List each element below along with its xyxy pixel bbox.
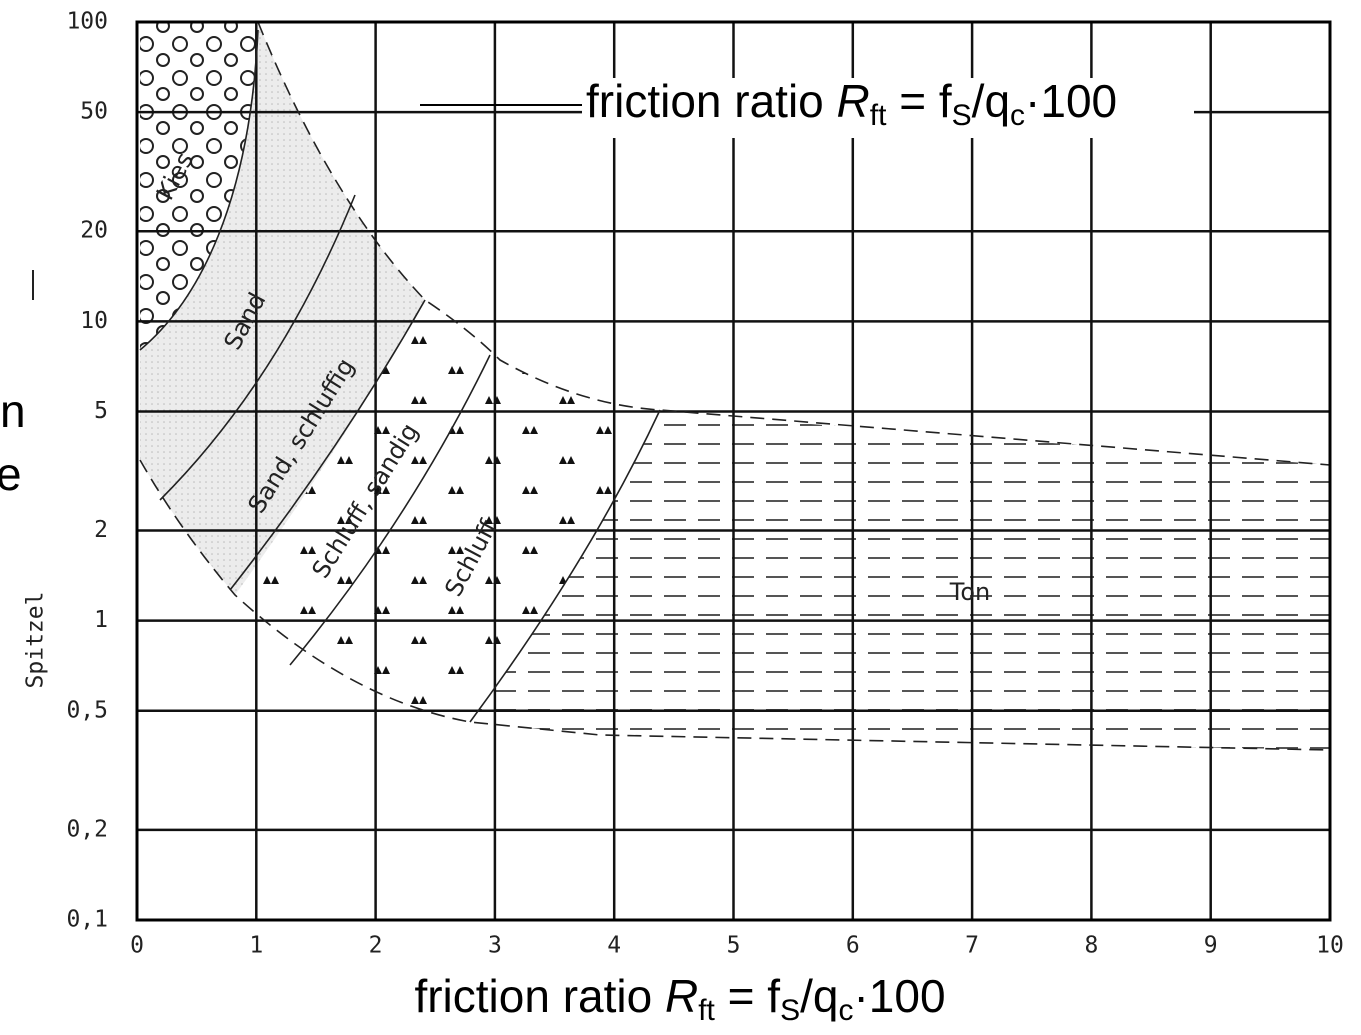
- silt-zone: [235, 300, 660, 722]
- sand-schluffig-line: [229, 299, 426, 591]
- y-tick-label: 20: [80, 218, 108, 244]
- side-label: n: [0, 385, 26, 437]
- subscript: ft: [698, 994, 715, 1027]
- label-part: R: [665, 970, 698, 1022]
- y-axis-title: Spitzel: [23, 592, 49, 689]
- region-label: Ton: [949, 578, 990, 606]
- label-part: = f: [886, 75, 951, 127]
- outer-boundary: [257, 21, 1331, 466]
- x-tick-label: 8: [1084, 933, 1098, 959]
- subscript: S: [952, 99, 972, 132]
- subscript: S: [780, 994, 800, 1027]
- x-tick-label: 7: [965, 933, 979, 959]
- y-tick-label: 1: [94, 607, 108, 633]
- lower-boundary: [139, 459, 1331, 751]
- label-part: R: [837, 75, 870, 127]
- y-tick-label: 5: [94, 398, 108, 424]
- x-tick-label: 0: [130, 933, 144, 959]
- label-part: friction ratio: [586, 75, 837, 127]
- y-tick-label: 100: [66, 9, 108, 35]
- y-tick-label: 10: [80, 308, 108, 334]
- x-tick-label: 6: [846, 933, 860, 959]
- sand-line: [159, 194, 356, 501]
- label-part: /q: [800, 970, 838, 1022]
- subscript: c: [1010, 99, 1025, 132]
- x-axis-title: friction ratio Rft = fS/qc·100: [414, 970, 945, 1027]
- x-tick-label: 2: [369, 933, 383, 959]
- gravel-zone: [140, 22, 258, 350]
- subscript: ft: [870, 99, 887, 132]
- x-tick-label: 3: [488, 933, 502, 959]
- y-tick-label: 0,5: [66, 697, 108, 723]
- label-part: friction ratio: [414, 970, 665, 1022]
- y-tick-label: 50: [80, 99, 108, 125]
- x-tick-label: 5: [727, 933, 741, 959]
- y-tick-label: 0,2: [66, 816, 108, 842]
- plot-frame: [135, 20, 1332, 922]
- label-part: ·100: [1025, 75, 1117, 127]
- label-part: = f: [715, 970, 780, 1022]
- x-tick-label: 4: [607, 933, 621, 959]
- schluff-line: [469, 409, 661, 723]
- x-tick-label: 10: [1316, 933, 1344, 959]
- x-tick-label: 1: [249, 933, 263, 959]
- subscript: c: [838, 994, 853, 1027]
- boundaries: [139, 21, 1331, 751]
- annotation: friction ratio Rft = fS/qc·100: [586, 75, 1117, 132]
- label-part: ·100: [853, 970, 945, 1022]
- sand-zone: [140, 22, 425, 595]
- side-label: e: [0, 448, 22, 500]
- y-tick-label: 0,1: [66, 907, 108, 933]
- label-part: /q: [972, 75, 1010, 127]
- x-tick-label: 9: [1204, 933, 1218, 959]
- y-tick-label: 2: [94, 517, 108, 543]
- schluff-sandig-line: [289, 354, 491, 666]
- annotation-bg: [582, 78, 1194, 138]
- kies-line: [139, 29, 259, 351]
